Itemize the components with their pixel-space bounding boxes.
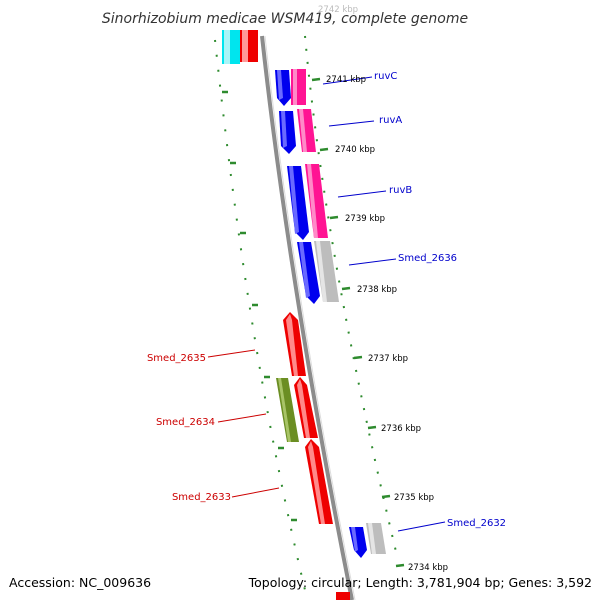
cog-ruvB — [305, 164, 328, 238]
tick-label-2740: 2740 kbp — [335, 145, 375, 155]
cog-smed2636 — [314, 241, 339, 302]
gene-bottom-red — [336, 592, 350, 600]
major-ticks — [311, 77, 405, 568]
accession-text: Accession: NC_009636 — [9, 575, 151, 590]
gene-label-ruvC[interactable]: ruvC — [374, 71, 397, 82]
gene-ruvB-arrow — [287, 166, 309, 240]
gene-ruvA-arrow — [279, 111, 296, 154]
cog-smed2632 — [366, 523, 386, 554]
tick-label-2742: 2742 kbp — [318, 5, 358, 15]
gene-label-smed2636[interactable]: Smed_2636 — [398, 253, 457, 264]
tick-label-2739: 2739 kbp — [345, 214, 385, 224]
topology-text: Topology: circular; Length: 3,781,904 bp… — [248, 575, 592, 590]
gene-label-ruvB[interactable]: ruvB — [389, 185, 412, 196]
gene-ruvC-arrow — [275, 70, 291, 106]
gene-smed2634-arrow — [294, 377, 318, 438]
tick-label-2736: 2736 kbp — [381, 424, 421, 434]
tick-label-2737: 2737 kbp — [368, 354, 408, 364]
leader-lines-blue — [322, 76, 446, 532]
genome-backbone — [260, 35, 354, 600]
gene-top-red — [240, 30, 258, 62]
leader-lines-red — [207, 349, 280, 498]
gene-label-ruvA[interactable]: ruvA — [379, 115, 402, 126]
tick-label-2735: 2735 kbp — [394, 493, 434, 503]
gene-label-smed2632[interactable]: Smed_2632 — [447, 518, 506, 529]
gene-label-smed2633[interactable]: Smed_2633 — [172, 492, 231, 503]
left-ticks — [222, 90, 297, 522]
page-title: Sinorhizobium medicae WSM419, complete g… — [102, 11, 468, 27]
gene-top-cyan — [222, 30, 240, 64]
gene-smed2635-arrow — [283, 312, 306, 376]
cog-smed2634 — [276, 378, 299, 442]
tick-label-2738: 2738 kbp — [357, 285, 397, 295]
gene-smed2636-arrow — [297, 242, 320, 304]
tick-label-2741: 2741 kbp — [326, 75, 366, 85]
gene-smed2633-arrow — [305, 439, 333, 524]
cog-ruvA — [297, 109, 316, 152]
tick-label-2734: 2734 kbp — [408, 563, 448, 573]
genome-backbone-highlight — [264, 35, 356, 600]
gene-label-smed2635[interactable]: Smed_2635 — [147, 353, 206, 364]
cog-ruvC — [291, 69, 306, 105]
gene-label-smed2634[interactable]: Smed_2634 — [156, 417, 215, 428]
gene-smed2632-arrow — [349, 527, 367, 558]
